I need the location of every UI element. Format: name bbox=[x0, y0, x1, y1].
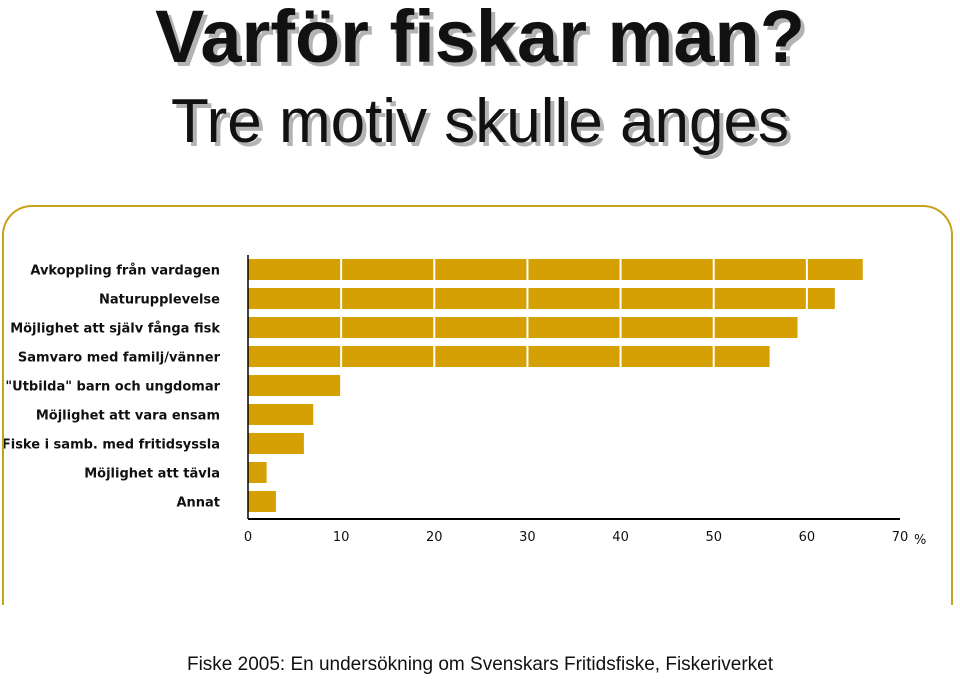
x-axis: 0 10 20 30 40 50 60 70% bbox=[244, 255, 926, 548]
bar-6 bbox=[248, 433, 304, 454]
x-axis-unit: % bbox=[914, 533, 926, 548]
category-label-2: Möjlighet att själv fånga fisk bbox=[10, 322, 220, 337]
bar-2 bbox=[248, 317, 798, 338]
x-tick-label-3: 30 bbox=[519, 530, 536, 545]
grid-dividers bbox=[340, 255, 901, 511]
category-label-4: "Utbilda" barn och ungdomar bbox=[5, 380, 220, 395]
page-subtitle: Tre motiv skulle anges bbox=[171, 87, 789, 156]
category-labels: Avkoppling från vardagen Naturupplevelse M… bbox=[4, 264, 221, 511]
x-tick-label-4: 40 bbox=[612, 530, 629, 545]
category-label-7: Möjlighet att tävla bbox=[84, 467, 220, 482]
x-tick-label-6: 60 bbox=[799, 530, 816, 545]
x-tick-label-7: 70 bbox=[892, 530, 909, 545]
category-label-3: Samvaro med familj/vänner bbox=[18, 351, 221, 366]
x-tick-label-1: 10 bbox=[333, 530, 350, 545]
bar-7 bbox=[248, 462, 267, 483]
category-label-8: Annat bbox=[176, 496, 220, 511]
category-label-0: Avkoppling från vardagen bbox=[30, 264, 220, 279]
bar-0 bbox=[248, 259, 863, 280]
bar-5 bbox=[248, 404, 314, 425]
bar-4 bbox=[248, 375, 342, 396]
bar-8 bbox=[248, 491, 276, 512]
category-label-5: Möjlighet att vara ensam bbox=[36, 409, 220, 424]
x-tick-label-2: 20 bbox=[426, 530, 443, 545]
category-label-1: Naturupplevelse bbox=[99, 293, 220, 308]
bars-group bbox=[248, 259, 863, 512]
x-tick-label-0: 0 bbox=[244, 530, 252, 545]
bar-1 bbox=[248, 288, 835, 309]
source-note: Fiske 2005: En undersökning om Svenskars… bbox=[186, 654, 774, 675]
chart-panel: Avkoppling från vardagen Naturupplevelse M… bbox=[2, 205, 953, 605]
page-title: Varför fiskar man? bbox=[155, 0, 805, 78]
category-label-6: Fiske i samb. med fritidsyssla bbox=[4, 438, 220, 453]
bar-3 bbox=[248, 346, 770, 367]
bar-chart: Avkoppling från vardagen Naturupplevelse M… bbox=[4, 255, 926, 548]
x-tick-label-5: 50 bbox=[705, 530, 722, 545]
